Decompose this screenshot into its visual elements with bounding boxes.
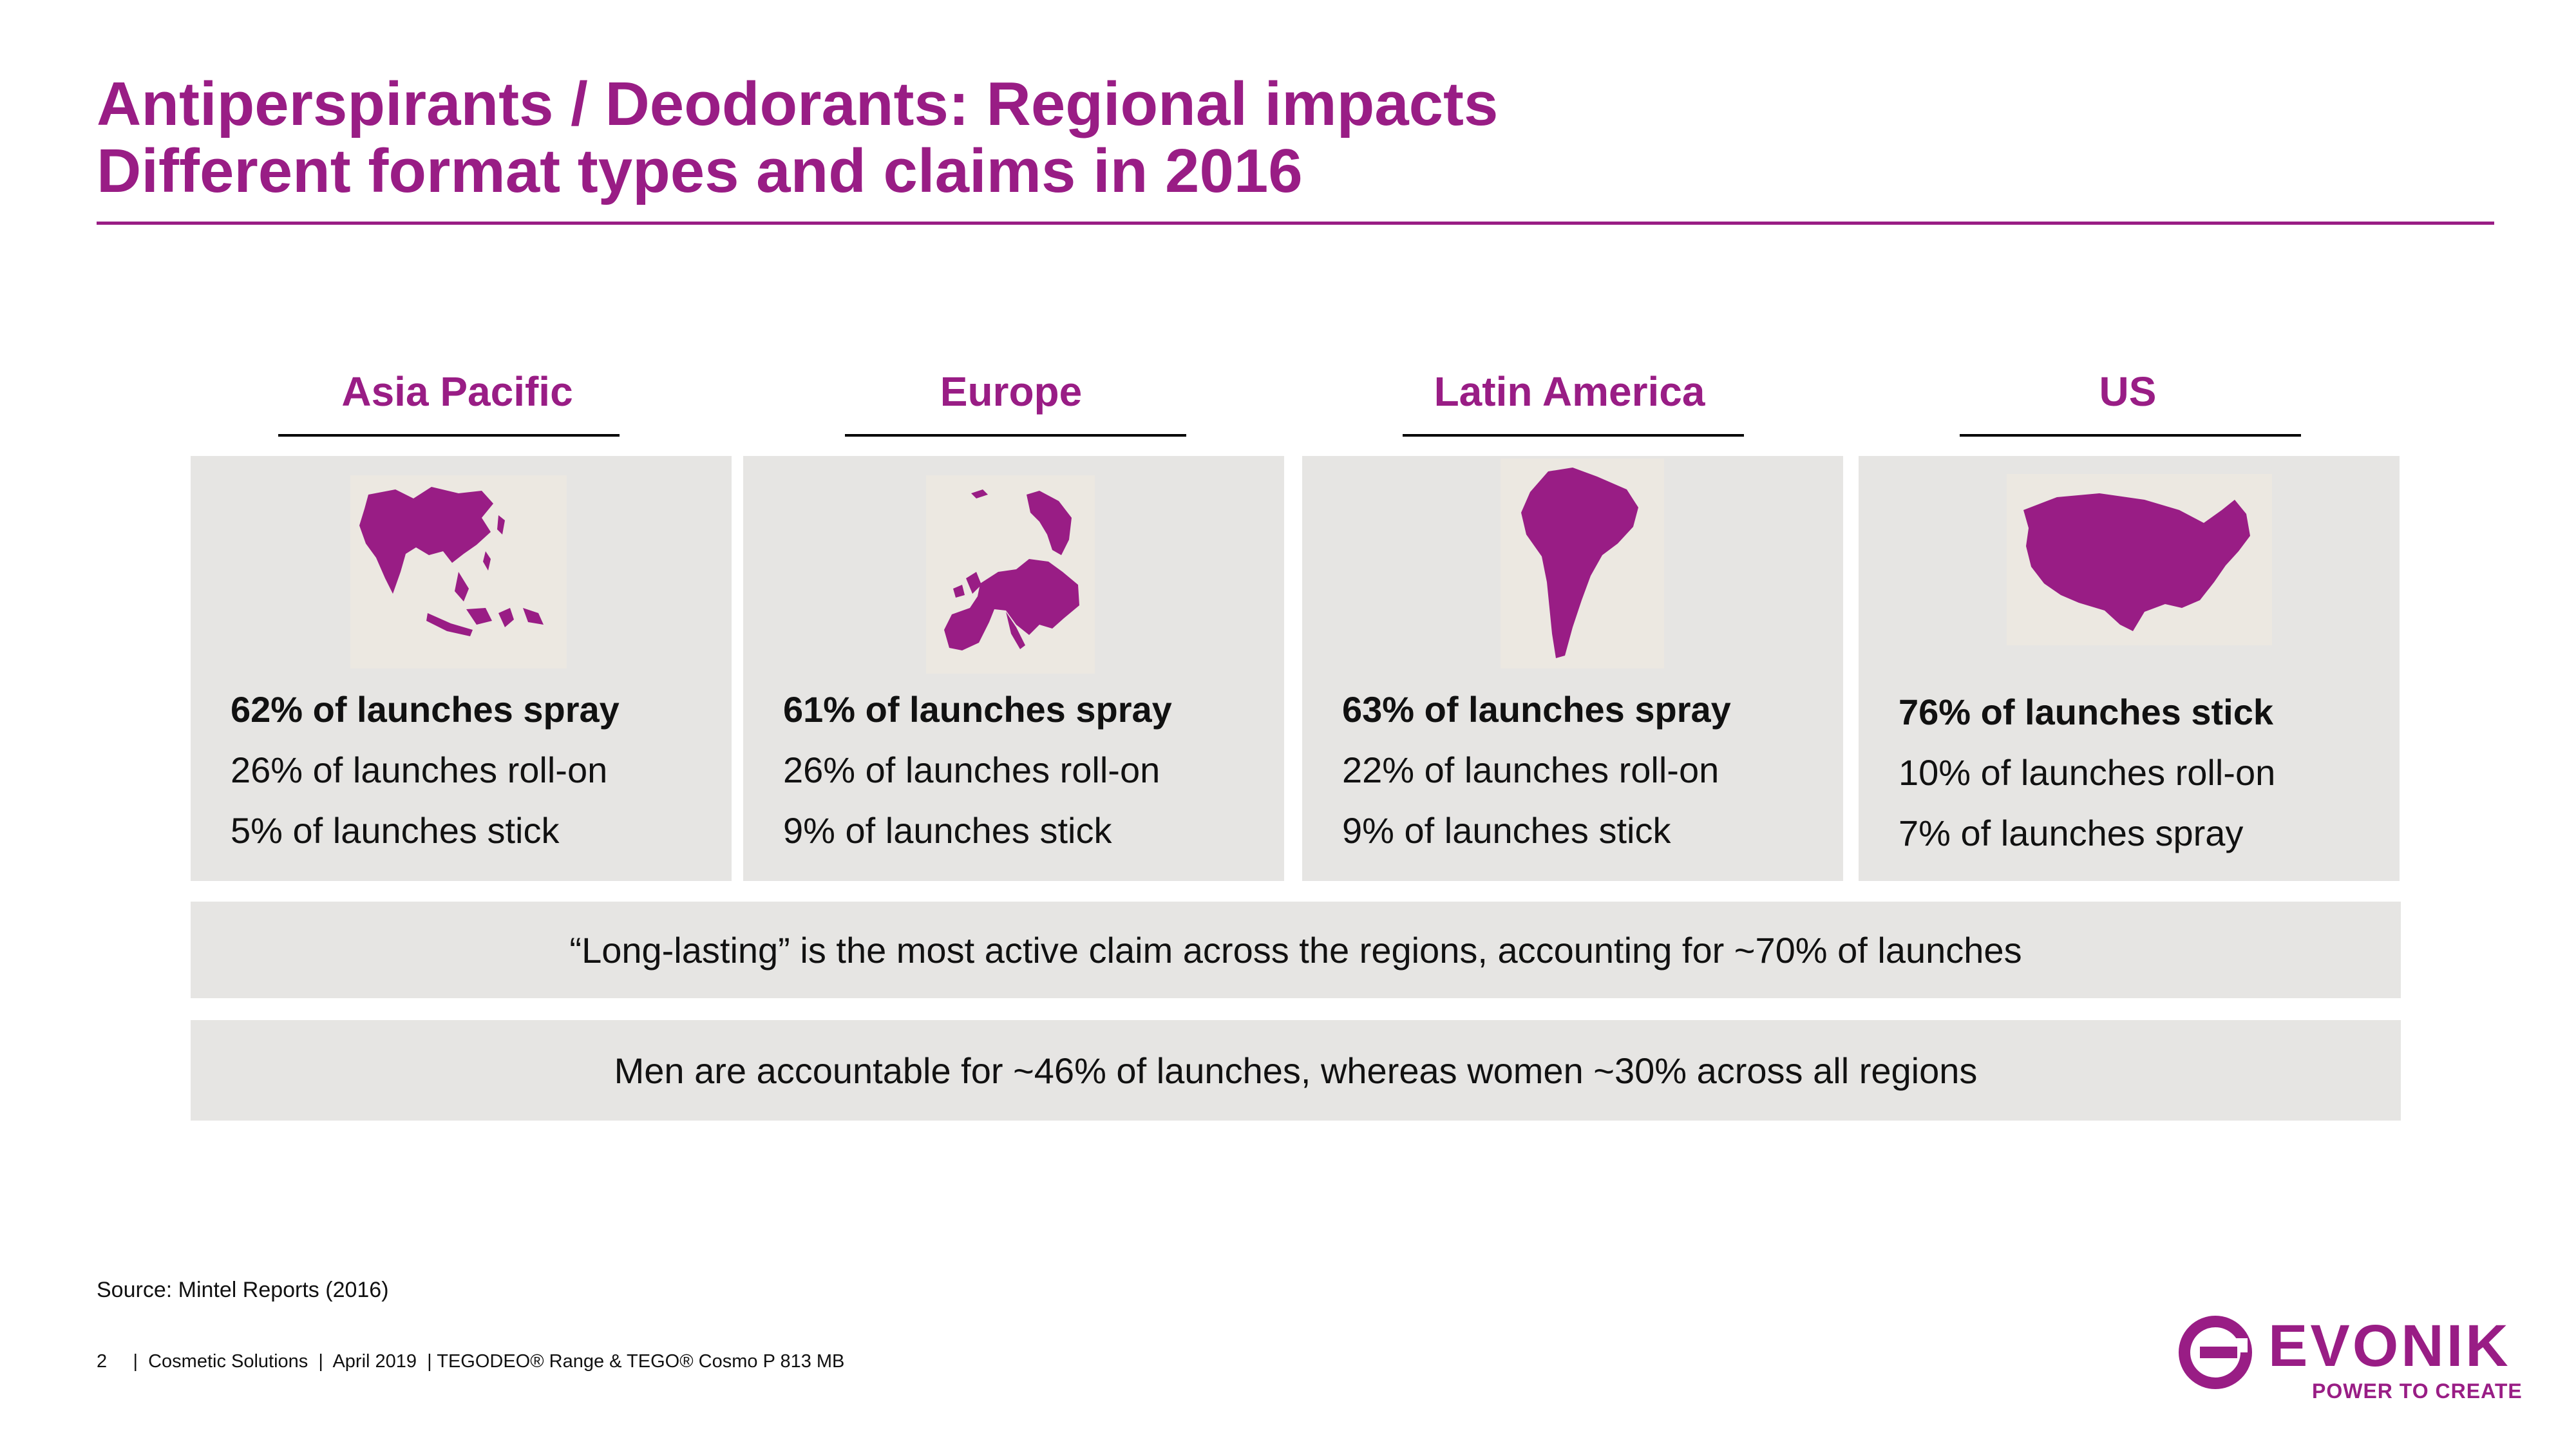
stat-secondary: 26% of launches roll-on bbox=[783, 750, 1160, 790]
region-card-europe: 61% of launches spray 26% of launches ro… bbox=[743, 456, 1284, 881]
footer-text: | Cosmetic Solutions | April 2019 | TEGO… bbox=[133, 1351, 845, 1372]
stat-primary: 63% of launches spray bbox=[1342, 689, 1731, 730]
slide-footer: 2 | Cosmetic Solutions | April 2019 | TE… bbox=[97, 1351, 844, 1372]
stat-tertiary: 5% of launches stick bbox=[231, 810, 560, 851]
page-number: 2 bbox=[97, 1351, 108, 1372]
evonik-logo: EVONIK POWER TO CREATE bbox=[2177, 1313, 2522, 1404]
gender-claim-bar: Men are accountable for ~46% of launches… bbox=[191, 1020, 2401, 1121]
evonik-wordmark: EVONIK bbox=[2268, 1313, 2511, 1379]
region-card-asia-pacific: 62% of launches spray 26% of launches ro… bbox=[191, 456, 732, 881]
us-map bbox=[2007, 474, 2272, 645]
evonik-tagline: POWER TO CREATE bbox=[2312, 1379, 2523, 1403]
region-heading-rule-europe bbox=[845, 434, 1186, 437]
us-map-graphic bbox=[2023, 493, 2250, 631]
slide-title: Antiperspirants / Deodorants: Regional i… bbox=[97, 71, 2479, 205]
stat-primary: 76% of launches stick bbox=[1899, 692, 2274, 732]
stat-tertiary: 9% of launches stick bbox=[783, 810, 1112, 851]
slide-title-line1: Antiperspirants / Deodorants: Regional i… bbox=[97, 70, 1499, 138]
region-heading-us: US bbox=[2099, 368, 2157, 415]
asia-pacific-map-graphic bbox=[359, 487, 544, 636]
evonik-logo-icon bbox=[2179, 1316, 2252, 1389]
stat-tertiary: 7% of launches spray bbox=[1899, 813, 2244, 853]
region-heading-europe: Europe bbox=[940, 368, 1083, 415]
source-note: Source: Mintel Reports (2016) bbox=[97, 1278, 389, 1302]
europe-map bbox=[926, 475, 1095, 674]
stat-primary: 62% of launches spray bbox=[231, 689, 620, 730]
stat-secondary: 26% of launches roll-on bbox=[231, 750, 608, 790]
region-card-us: 76% of launches stick 10% of launches ro… bbox=[1859, 456, 2400, 881]
latin-america-map bbox=[1501, 459, 1664, 668]
region-heading-rule-asia-pacific bbox=[278, 434, 620, 437]
slide-title-line2: Different format types and claims in 201… bbox=[97, 137, 1303, 205]
region-card-latin-america: 63% of launches spray 22% of launches ro… bbox=[1302, 456, 1843, 881]
region-heading-rule-latin-america bbox=[1403, 434, 1744, 437]
long-lasting-claim-bar: “Long-lasting” is the most active claim … bbox=[191, 902, 2401, 998]
asia-pacific-map bbox=[350, 475, 567, 668]
title-divider bbox=[97, 222, 2494, 225]
latin-america-map-graphic bbox=[1521, 468, 1638, 658]
stat-primary: 61% of launches spray bbox=[783, 689, 1172, 730]
region-heading-asia-pacific: Asia Pacific bbox=[341, 368, 573, 415]
stat-secondary: 22% of launches roll-on bbox=[1342, 750, 1719, 790]
region-heading-latin-america: Latin America bbox=[1434, 368, 1705, 415]
stat-tertiary: 9% of launches stick bbox=[1342, 810, 1671, 851]
stat-secondary: 10% of launches roll-on bbox=[1899, 752, 2276, 793]
region-heading-rule-us bbox=[1960, 434, 2301, 437]
europe-map-graphic bbox=[944, 489, 1079, 650]
